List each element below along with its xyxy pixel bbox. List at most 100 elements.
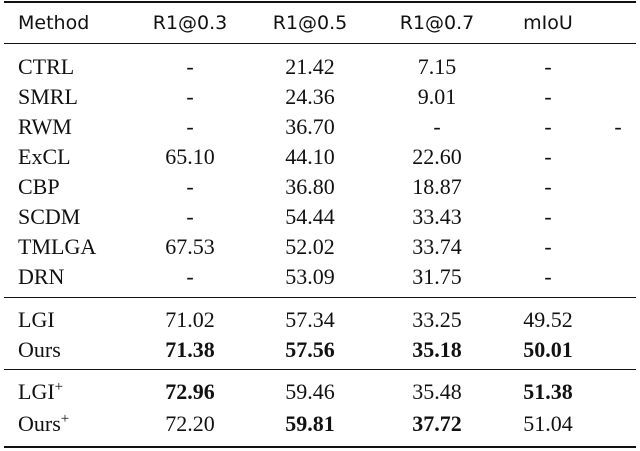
value-cell: - [186, 204, 193, 230]
cell-text: 33.25 [412, 307, 462, 332]
value-cell: 24.36 [285, 84, 335, 110]
value-cell: 33.74 [412, 234, 462, 260]
superscript: + [54, 379, 64, 395]
value-cell: 72.96 [165, 379, 215, 405]
value-cell: 59.46 [285, 379, 335, 405]
cell-text: 71.38 [165, 337, 215, 362]
cell-text: 59.81 [285, 411, 335, 436]
method-cell: TMLGA [18, 234, 96, 260]
cell-text: DRN [18, 264, 65, 289]
cell-text: LGI [18, 307, 55, 332]
value-cell: - [186, 84, 193, 110]
cell-text: 37.72 [412, 411, 462, 436]
value-cell: 21.42 [285, 54, 335, 80]
value-cell: 51.04 [523, 411, 573, 437]
method-cell: RWM [18, 114, 72, 140]
cell-text: - [186, 204, 194, 229]
cell-text: - [544, 234, 552, 259]
rule [4, 369, 636, 370]
value-cell: 50.01 [523, 337, 573, 363]
cell-text: - [544, 54, 552, 79]
cell-text: 44.10 [285, 144, 335, 169]
cell-text: 71.02 [165, 307, 215, 332]
value-cell: - [186, 174, 193, 200]
value-cell: - [544, 84, 551, 110]
value-cell: 7.15 [418, 54, 457, 80]
value-cell: 37.72 [412, 411, 462, 437]
rule [4, 43, 636, 44]
value-cell: 71.02 [165, 307, 215, 333]
cell-text: 49.52 [523, 307, 573, 332]
cell-text: 52.02 [285, 234, 335, 259]
value-cell: - [186, 54, 193, 80]
cell-text: 72.20 [165, 411, 215, 436]
cell-text: CTRL [18, 54, 75, 79]
value-cell: - [186, 114, 193, 140]
cell-text: 54.44 [285, 204, 335, 229]
rule [4, 1, 636, 3]
cell-text: 31.75 [412, 264, 462, 289]
cell-text: 50.01 [523, 337, 573, 362]
value-cell: 71.38 [165, 337, 215, 363]
method-cell: SMRL [18, 84, 78, 110]
cell-text: 53.09 [285, 264, 335, 289]
value-cell: 59.81 [285, 411, 335, 437]
cell-text: 33.43 [412, 204, 462, 229]
cell-text: 72.96 [165, 379, 215, 404]
cell-text: 9.01 [417, 84, 457, 109]
cell-text: RWM [18, 114, 72, 139]
value-cell: - [544, 264, 551, 290]
cell-text: 24.36 [285, 84, 335, 109]
method-cell: ExCL [18, 144, 71, 170]
cell-text: 36.70 [285, 114, 335, 139]
value-cell: - [544, 174, 551, 200]
rule [4, 297, 636, 298]
cell-text: - [186, 54, 194, 79]
header-cell: R1@0.3 [152, 12, 228, 34]
cell-text: 35.18 [412, 337, 462, 362]
value-cell: 54.44 [285, 204, 335, 230]
value-cell: 53.09 [285, 264, 335, 290]
header-cell: mIoU [523, 12, 573, 34]
header-cell: Method [18, 12, 90, 34]
value-cell: 57.34 [285, 307, 335, 333]
value-cell: - [614, 114, 621, 140]
value-cell: 36.80 [285, 174, 335, 200]
cell-text: 57.56 [285, 337, 335, 362]
value-cell: 35.48 [412, 379, 462, 405]
cell-text: SCDM [18, 204, 81, 229]
cell-text: 21.42 [285, 54, 335, 79]
value-cell: 67.53 [165, 234, 215, 260]
cell-text: - [186, 84, 194, 109]
value-cell: 52.02 [285, 234, 335, 260]
cell-text: 59.46 [285, 379, 335, 404]
value-cell: - [433, 114, 440, 140]
superscript: + [60, 411, 70, 427]
cell-text: 36.80 [285, 174, 335, 199]
value-cell: - [544, 54, 551, 80]
cell-text: - [433, 114, 441, 139]
value-cell: - [544, 234, 551, 260]
cell-text: LGI [18, 379, 55, 404]
cell-text: CBP [18, 174, 60, 199]
cell-text: - [186, 264, 194, 289]
rule [4, 446, 636, 448]
cell-text: - [186, 114, 194, 139]
value-cell: - [186, 264, 193, 290]
value-cell: - [544, 114, 551, 140]
value-cell: 31.75 [412, 264, 462, 290]
cell-text: - [544, 264, 552, 289]
cell-text: - [544, 144, 552, 169]
cell-text: 57.34 [285, 307, 335, 332]
value-cell: 44.10 [285, 144, 335, 170]
value-cell: 33.25 [412, 307, 462, 333]
cell-text: - [544, 174, 552, 199]
method-cell: Ours+ [18, 411, 69, 437]
cell-text: 35.48 [412, 379, 462, 404]
cell-text: 51.38 [523, 379, 573, 404]
cell-text: 65.10 [165, 144, 215, 169]
cell-text: TMLGA [18, 234, 97, 259]
header-cell: R1@0.5 [272, 12, 348, 34]
value-cell: 72.20 [165, 411, 215, 437]
value-cell: - [544, 204, 551, 230]
